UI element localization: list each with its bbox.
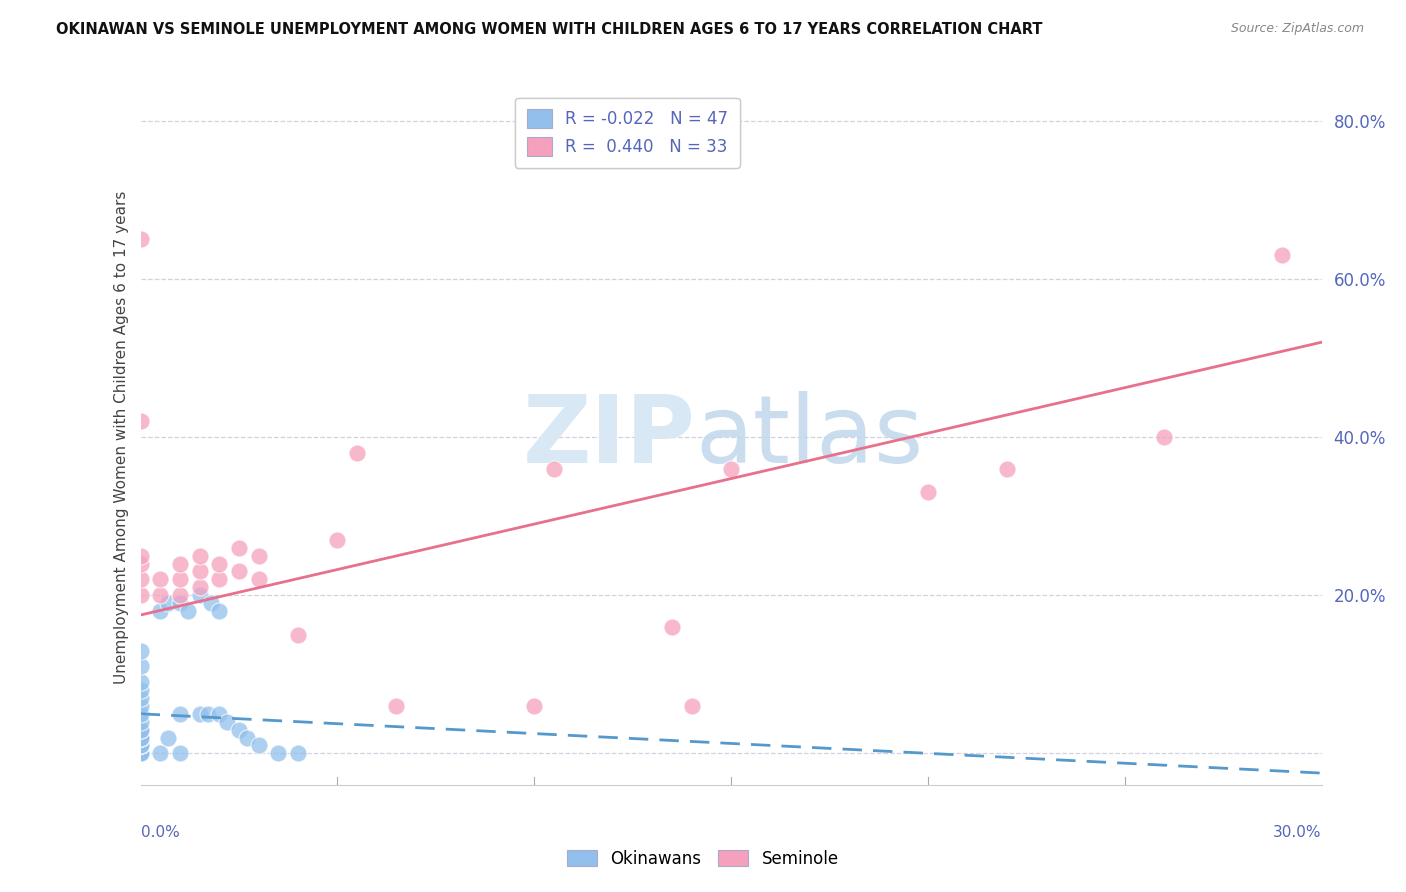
Point (188, 565, 211, 579)
Point (169, 747, 191, 761)
Text: 0.0%: 0.0% (141, 825, 180, 840)
Point (208, 706, 231, 721)
Y-axis label: Unemployment Among Women with Children Ages 6 to 17 years: Unemployment Among Women with Children A… (114, 190, 129, 684)
Point (177, 604, 200, 618)
Point (188, 706, 211, 721)
Point (129, 232, 152, 246)
Point (129, 714, 152, 729)
Point (188, 549, 211, 563)
Point (1271, 248, 1294, 262)
Point (129, 731, 152, 745)
Point (129, 731, 152, 745)
Point (129, 739, 152, 753)
Point (149, 604, 172, 618)
Point (188, 580, 211, 594)
Point (197, 706, 219, 721)
Point (169, 596, 191, 610)
Point (129, 731, 152, 745)
Point (129, 706, 152, 721)
Legend: Okinawans, Seminole: Okinawans, Seminole (561, 844, 845, 875)
Point (129, 683, 152, 698)
Point (228, 565, 250, 579)
Point (129, 414, 152, 428)
Point (129, 739, 152, 753)
Point (720, 461, 742, 475)
Point (129, 739, 152, 753)
Text: OKINAWAN VS SEMINOLE UNEMPLOYMENT AMONG WOMEN WITH CHILDREN AGES 6 TO 17 YEARS C: OKINAWAN VS SEMINOLE UNEMPLOYMENT AMONG … (56, 22, 1043, 37)
Point (217, 714, 239, 729)
Point (149, 588, 172, 602)
Point (129, 588, 152, 602)
Point (129, 747, 152, 761)
Point (385, 698, 408, 713)
Text: 30.0%: 30.0% (1274, 825, 1322, 840)
Point (149, 747, 172, 761)
Legend: R = -0.022   N = 47, R =  0.440   N = 33: R = -0.022 N = 47, R = 0.440 N = 33 (515, 97, 740, 168)
Text: ZIP: ZIP (523, 391, 696, 483)
Point (129, 739, 152, 753)
Point (129, 557, 152, 571)
Point (129, 747, 152, 761)
Point (129, 643, 152, 657)
Point (129, 723, 152, 737)
Point (129, 731, 152, 745)
Point (995, 461, 1018, 475)
Point (129, 549, 152, 563)
Point (228, 723, 250, 737)
Point (129, 675, 152, 690)
Point (917, 485, 939, 500)
Point (129, 723, 152, 737)
Point (169, 588, 191, 602)
Point (129, 747, 152, 761)
Point (129, 747, 152, 761)
Point (267, 747, 290, 761)
Point (149, 573, 172, 587)
Point (247, 573, 270, 587)
Point (129, 690, 152, 705)
Point (208, 573, 231, 587)
Point (188, 588, 211, 602)
Point (129, 573, 152, 587)
Point (1153, 430, 1175, 444)
Point (129, 747, 152, 761)
Point (169, 557, 191, 571)
Point (169, 706, 191, 721)
Point (326, 533, 349, 547)
Point (247, 549, 270, 563)
Point (247, 739, 270, 753)
Point (228, 541, 250, 555)
Point (200, 596, 222, 610)
Point (129, 659, 152, 673)
Point (287, 747, 309, 761)
Point (157, 596, 180, 610)
Text: atlas: atlas (696, 391, 924, 483)
Point (129, 739, 152, 753)
Point (129, 747, 152, 761)
Text: Source: ZipAtlas.com: Source: ZipAtlas.com (1230, 22, 1364, 36)
Point (208, 557, 231, 571)
Point (236, 731, 259, 745)
Point (681, 698, 703, 713)
Point (129, 747, 152, 761)
Point (543, 461, 565, 475)
Point (157, 731, 180, 745)
Point (208, 604, 231, 618)
Point (129, 747, 152, 761)
Point (346, 446, 368, 460)
Point (129, 698, 152, 713)
Point (287, 628, 309, 642)
Point (523, 698, 546, 713)
Point (661, 620, 683, 634)
Point (169, 573, 191, 587)
